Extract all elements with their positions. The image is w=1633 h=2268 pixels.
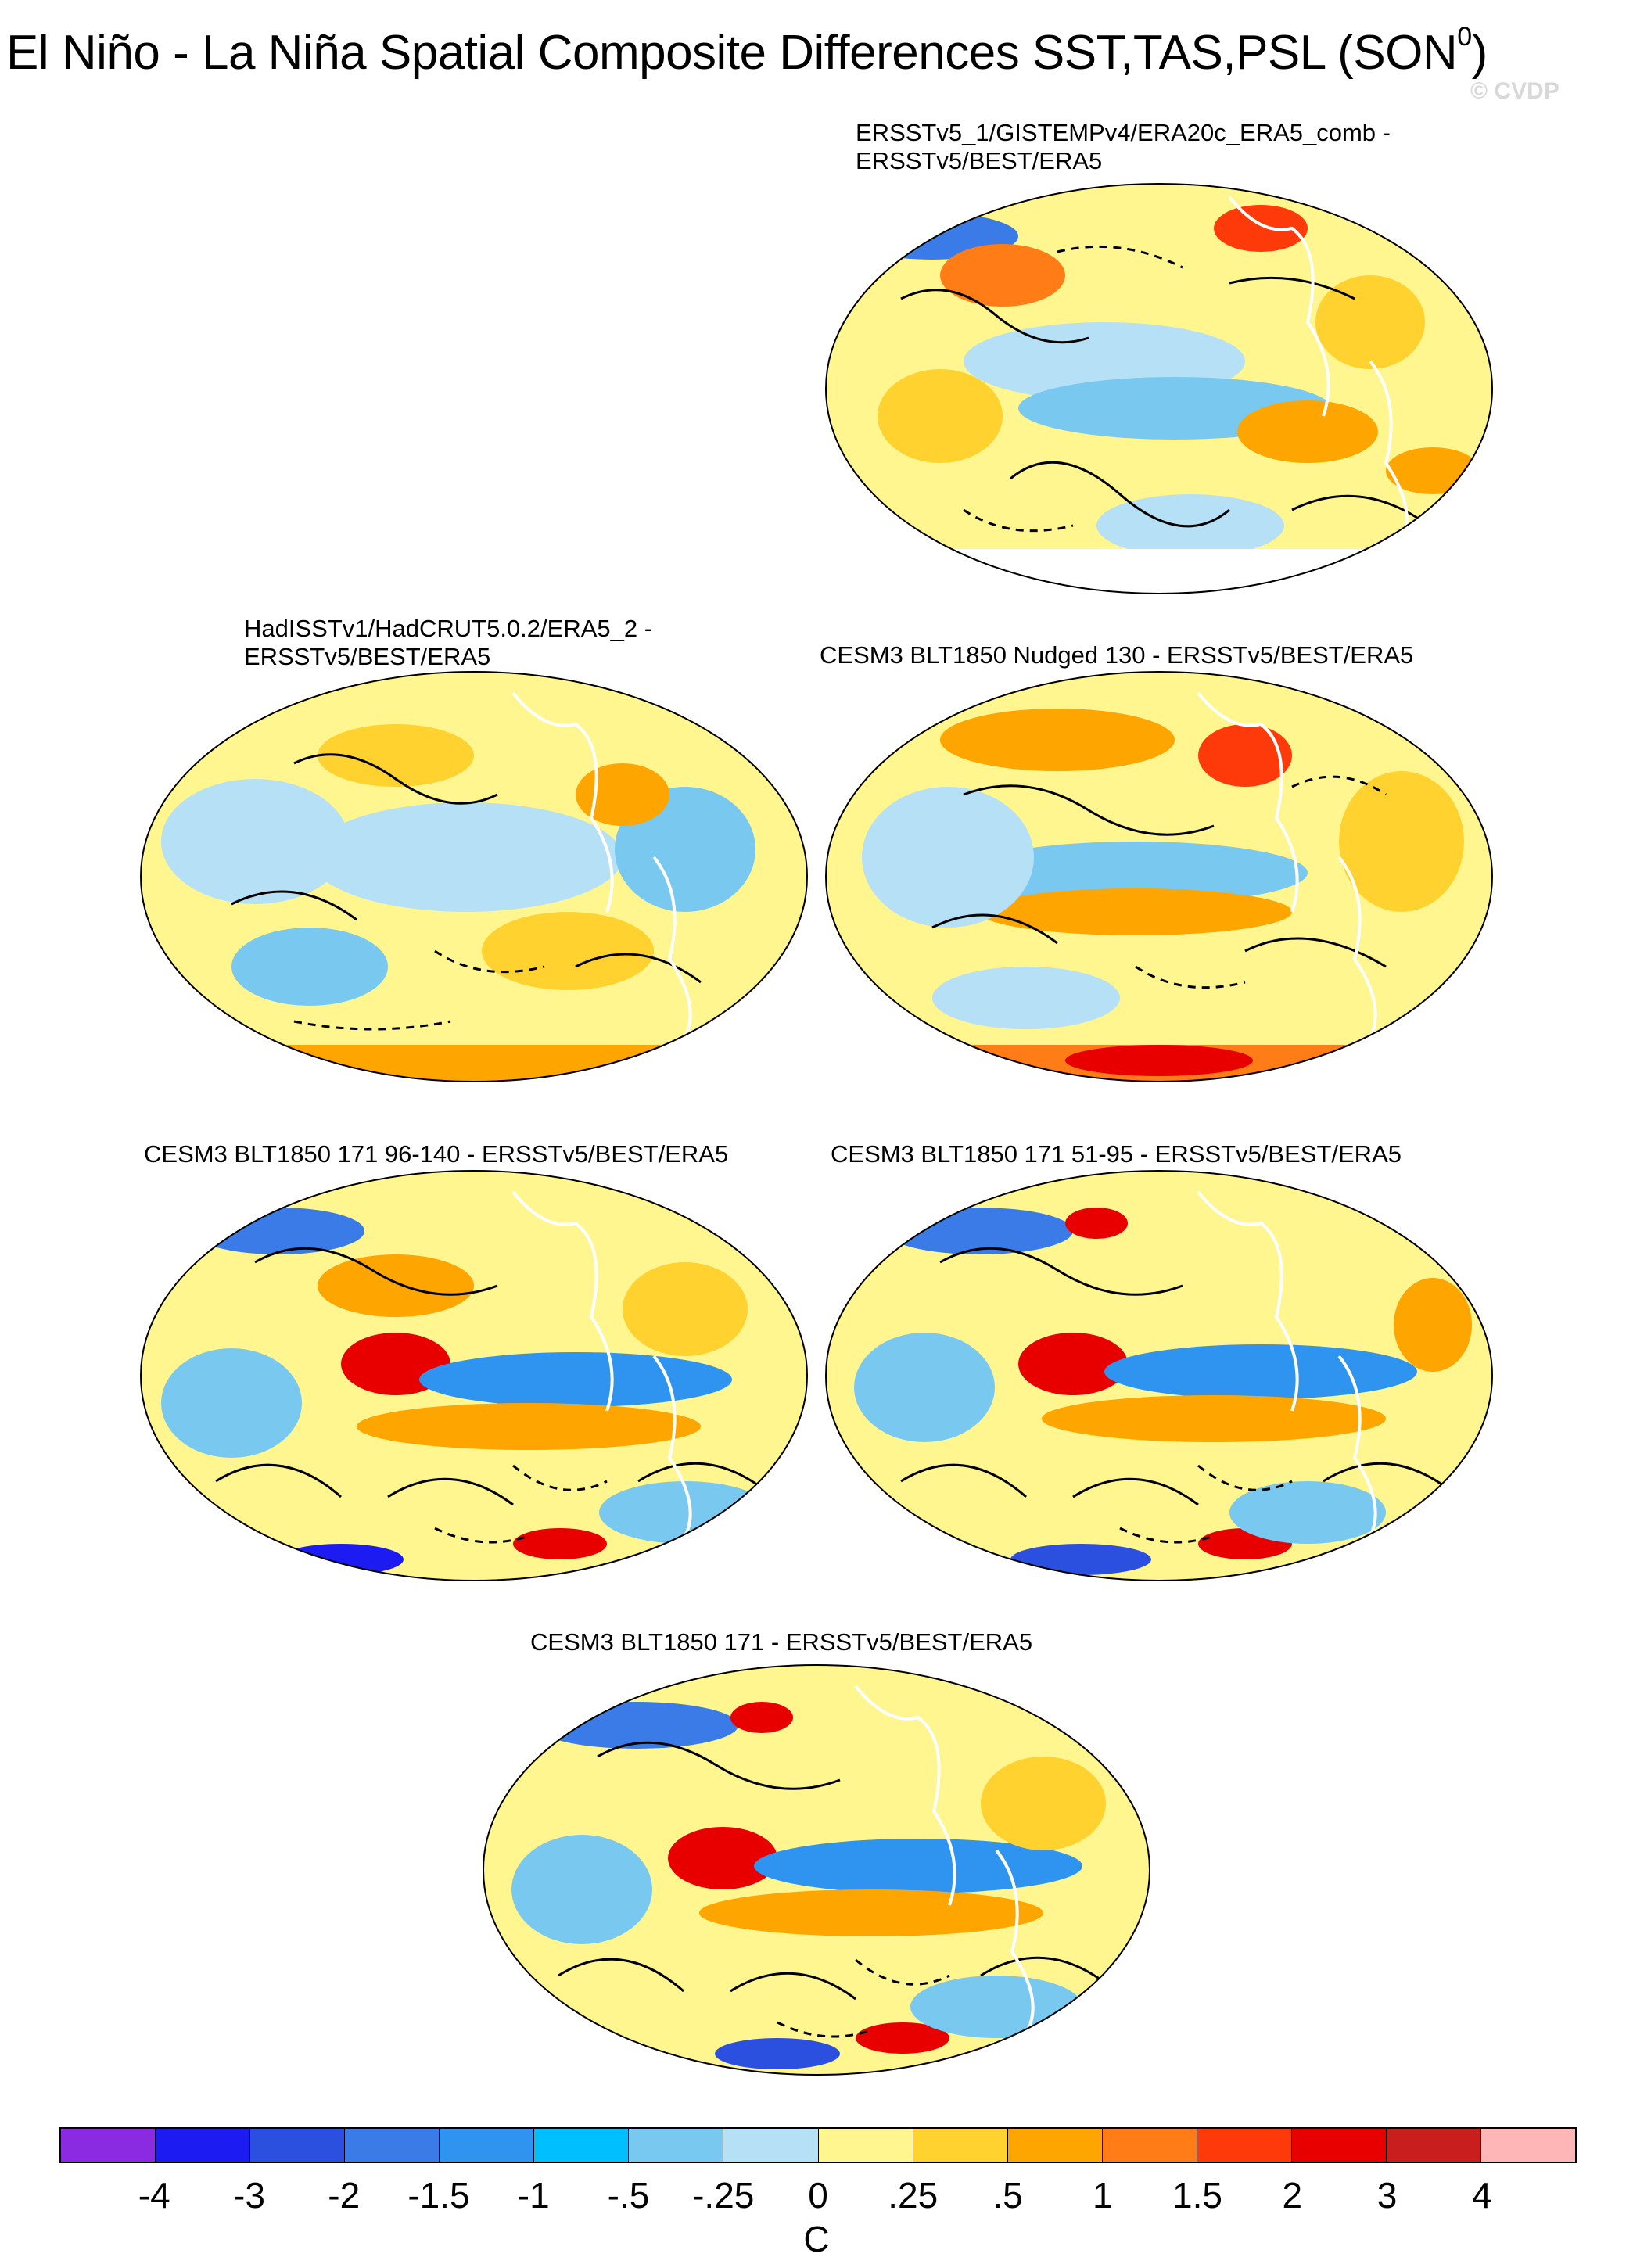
colorbar-swatch <box>534 2129 630 2162</box>
colorbar-swatch <box>629 2129 724 2162</box>
map-panel-4 <box>138 1168 810 1583</box>
colorbar-tick-label: -3 <box>233 2175 265 2216</box>
map-plot-3 <box>825 671 1493 1082</box>
colorbar-tick-label: -4 <box>138 2175 170 2216</box>
map-panel-6 <box>480 1663 1153 2077</box>
map-panel-1 <box>823 181 1495 596</box>
colorbar-swatch <box>1480 2129 1575 2162</box>
colorbar-tick-label: 2 <box>1282 2175 1303 2216</box>
colorbar-tick-label: 4 <box>1471 2175 1492 2216</box>
colorbar-tick-label: .5 <box>992 2175 1023 2216</box>
panel-title-5: CESM3 BLT1850 171 51-95 - ERSSTv5/BEST/E… <box>831 1140 1402 1168</box>
colorbar-swatch <box>1197 2129 1292 2162</box>
colorbar-tick-label: 0 <box>808 2175 828 2216</box>
colorbar-tick-label: 1 <box>1092 2175 1113 2216</box>
map-panel-2 <box>138 669 810 1084</box>
colorbar-tick-label: 1.5 <box>1172 2175 1222 2216</box>
colorbar-swatch <box>1386 2129 1481 2162</box>
colorbar-tick-label: -2 <box>328 2175 361 2216</box>
map-plot-6 <box>483 1664 1150 2076</box>
panel-title-1: ERSSTv5_1/GISTEMPv4/ERA20c_ERA5_comb - ER… <box>856 119 1391 174</box>
colorbar-swatch <box>723 2129 819 2162</box>
colorbar-tick-label: .25 <box>888 2175 939 2216</box>
colorbar-swatch <box>1007 2129 1103 2162</box>
panel-title-2: HadISSTv1/HadCRUT5.0.2/ERA5_2 - ERSSTv5/B… <box>244 615 653 670</box>
colorbar-tick-label: -.25 <box>692 2175 755 2216</box>
map-plot-5 <box>825 1170 1493 1581</box>
panel-title-4: CESM3 BLT1850 171 96-140 - ERSSTv5/BEST/… <box>144 1140 729 1168</box>
colorbar-swatch <box>250 2129 346 2162</box>
map-plot-2 <box>140 671 808 1082</box>
colorbar-tick-label: -1 <box>517 2175 550 2216</box>
colorbar-swatch <box>440 2129 535 2162</box>
panel-title-3: CESM3 BLT1850 Nudged 130 - ERSSTv5/BEST/… <box>820 641 1414 669</box>
colorbar-tick-label: 3 <box>1376 2175 1398 2216</box>
colorbar-swatch <box>913 2129 1008 2162</box>
map-panel-5 <box>823 1168 1495 1583</box>
map-plot-4 <box>140 1170 808 1581</box>
panel-title-6: CESM3 BLT1850 171 - ERSSTv5/BEST/ERA5 <box>530 1628 1033 1656</box>
colorbar <box>59 2127 1577 2163</box>
colorbar-labels: -4 -3 -2 -1.5 -1 -.5 -.25 0 .25 .5 1 1.5 2 3 4 <box>59 2174 1577 2221</box>
colorbar-swatch <box>345 2129 440 2162</box>
figure-title: El Niño - La Niña Spatial Composite Diff… <box>6 22 1488 80</box>
colorbar-unit: C <box>803 2219 830 2259</box>
watermark: © CVDP <box>1470 78 1559 104</box>
colorbar-tick-label: -.5 <box>607 2175 650 2216</box>
colorbar-swatch <box>1102 2129 1197 2162</box>
map-panel-3 <box>823 669 1495 1084</box>
map-plot-1 <box>825 183 1493 594</box>
colorbar-swatch <box>61 2129 156 2162</box>
colorbar-tick-label: -1.5 <box>407 2175 470 2216</box>
colorbar-swatch <box>1291 2129 1387 2162</box>
colorbar-swatch <box>156 2129 251 2162</box>
colorbar-swatch <box>818 2129 913 2162</box>
